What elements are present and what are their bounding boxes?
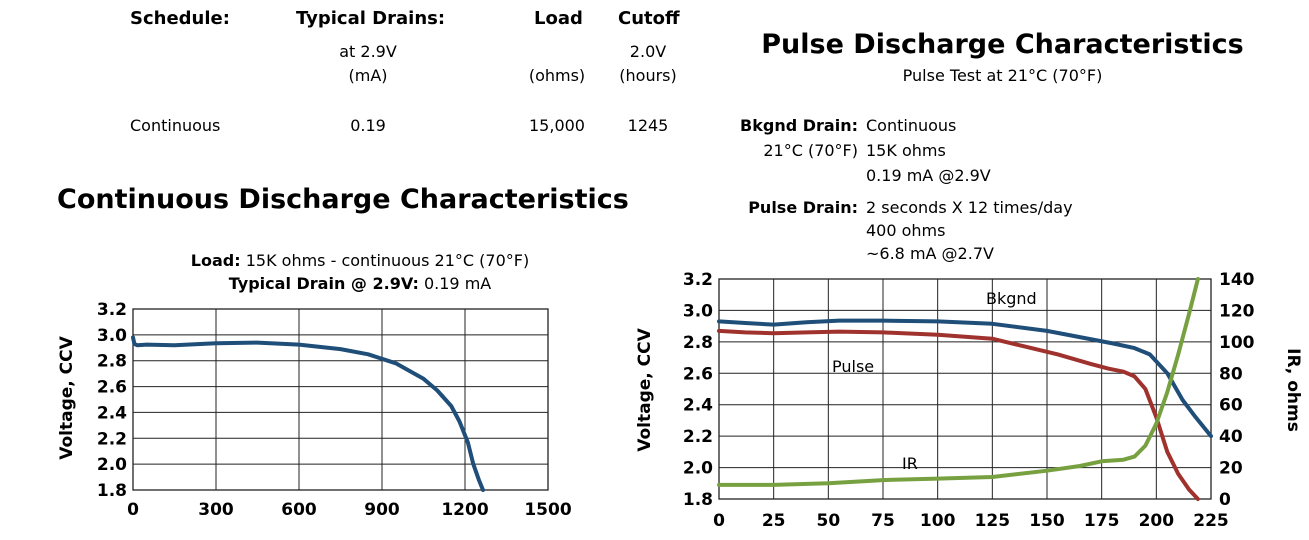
continuous-load-line: Load: 15K ohms - continuous 21°C (70°F) (140, 251, 580, 270)
pulse-series (717, 277, 1213, 501)
x-tick-label: 600 (281, 500, 317, 520)
y-tick-label: 3.0 (97, 326, 127, 346)
x-tick-label: 125 (975, 511, 1011, 531)
series-label-ir: IR (902, 454, 918, 473)
pulse-ticks: 0 25 50 75 100 125 150 175 200 2253.23.02.82.62.4… (683, 270, 1255, 531)
y2-tick-label: 20 (1219, 459, 1243, 479)
schedule-header: Schedule: (130, 8, 230, 29)
y-tick-label: 2.8 (683, 333, 713, 353)
x-tick-label: 175 (1084, 511, 1120, 531)
cutoff-subheader-line2: (hours) (619, 66, 677, 85)
bkgnd-drain-label: Bkgnd Drain: (740, 116, 858, 135)
y2-tick-label: 0 (1219, 490, 1231, 510)
row-load: 15,000 (529, 116, 585, 135)
x-tick-label: 900 (364, 500, 400, 520)
pulse-y-axis-label: Voltage, CCV (635, 327, 655, 451)
pulse-title: Pulse Discharge Characteristics (761, 29, 1244, 60)
y-tick-label: 2.6 (97, 378, 127, 398)
bkgnd-drain-line: 15K ohms (866, 141, 946, 160)
y-tick-label: 2.2 (683, 427, 713, 447)
drain-subheader-line1: at 2.9V (339, 42, 397, 61)
continuous-drain-value: 0.19 mA (418, 274, 492, 293)
y-tick-label: 3.0 (683, 301, 713, 321)
continuous-title: Continuous Discharge Characteristics (57, 184, 629, 215)
y-tick-label: 2.4 (683, 396, 713, 416)
x-tick-label: 150 (1029, 511, 1065, 531)
y-tick-label: 2.6 (683, 364, 713, 384)
x-tick-label: 300 (198, 500, 234, 520)
x-tick-label: 50 (816, 511, 840, 531)
bkgnd-drain-line: Continuous (866, 116, 957, 135)
series-line-ir (717, 277, 1200, 487)
pulse-subtitle: Pulse Test at 21°C (70°F) (902, 66, 1103, 85)
y-tick-label: 3.2 (683, 270, 713, 290)
y-tick-label: 2.4 (97, 403, 127, 423)
bkgnd-drain-temp: 21°C (70°F) (763, 141, 858, 160)
x-tick-label: 0 (713, 511, 725, 531)
continuous-y-axis-label: Voltage, CCV (57, 335, 77, 459)
x-tick-label: 225 (1193, 511, 1229, 531)
x-tick-label: 0 (127, 500, 139, 520)
pulse-drain-line: ~6.8 mA @2.7V (866, 244, 994, 263)
y-tick-label: 2.8 (97, 352, 127, 372)
pulse-y2-axis-label: IR, ohms (1283, 348, 1303, 432)
y-tick-label: 2.2 (97, 429, 127, 449)
x-tick-label: 25 (762, 511, 786, 531)
x-tick-label: 75 (871, 511, 895, 531)
typical-drains-header: Typical Drains: (296, 8, 446, 29)
series-line-bkgnd (717, 318, 1213, 439)
y-tick-label: 1.8 (683, 490, 713, 510)
pulse-drain-line: 2 seconds X 12 times/day (866, 198, 1073, 217)
series-line-pulse (717, 328, 1200, 501)
continuous-drain-label: Typical Drain @ 2.9V: (228, 274, 419, 293)
series-line (131, 335, 485, 492)
y2-tick-label: 140 (1219, 270, 1255, 290)
row-schedule: Continuous (130, 116, 221, 135)
y2-tick-label: 100 (1219, 333, 1255, 353)
row-cutoff: 1245 (627, 116, 669, 135)
pulse-drain-line: 400 ohms (866, 221, 946, 240)
cutoff-subheader-line1: 2.0V (629, 42, 667, 61)
bkgnd-drain-line: 0.19 mA @2.9V (866, 166, 991, 185)
plot-border (718, 278, 1212, 500)
y2-tick-label: 80 (1219, 364, 1243, 384)
continuous-load-label: Load: (190, 251, 241, 270)
series-label-bkgnd: Bkgnd (986, 289, 1037, 308)
x-tick-label: 1500 (524, 500, 571, 520)
y-tick-label: 1.8 (97, 481, 127, 501)
y-tick-label: 2.0 (683, 459, 713, 479)
continuous-grid (132, 308, 549, 491)
plot-border (132, 308, 549, 491)
y-tick-label: 3.2 (97, 300, 127, 320)
load-subheader: (ohms) (528, 66, 586, 85)
continuous-load-value: 15K ohms - continuous 21°C (70°F) (240, 251, 530, 270)
row-drain: 0.19 (350, 116, 386, 135)
series-label-pulse: Pulse (832, 357, 874, 376)
continuous-ticks: 0 300 600 900 1200 1500 3.2 3.0 2.8 2.6 2.4 2.2 2.0 1… (97, 300, 572, 520)
pulse-drain-label: Pulse Drain: (748, 198, 858, 217)
y2-tick-label: 40 (1219, 427, 1243, 447)
pulse-grid (718, 278, 1212, 500)
continuous-chart: 0 300 600 900 1200 1500 3.2 3.0 2.8 2.6 2.4 2.2 2.0 1… (57, 300, 572, 520)
continuous-series (131, 335, 485, 492)
x-tick-label: 1200 (441, 500, 488, 520)
x-tick-label: 200 (1139, 511, 1175, 531)
cutoff-header: Cutoff (618, 8, 680, 29)
pulse-chart: 0 25 50 75 100 125 150 175 200 2253.23.02.82.62.4… (635, 270, 1303, 531)
y2-tick-label: 120 (1219, 301, 1255, 321)
y2-tick-label: 60 (1219, 396, 1243, 416)
load-header: Load (534, 8, 583, 29)
continuous-drain-line: Typical Drain @ 2.9V: 0.19 mA (140, 274, 580, 293)
x-tick-label: 100 (920, 511, 956, 531)
y-tick-label: 2.0 (97, 455, 127, 475)
drain-subheader-line2: (mA) (348, 66, 388, 85)
